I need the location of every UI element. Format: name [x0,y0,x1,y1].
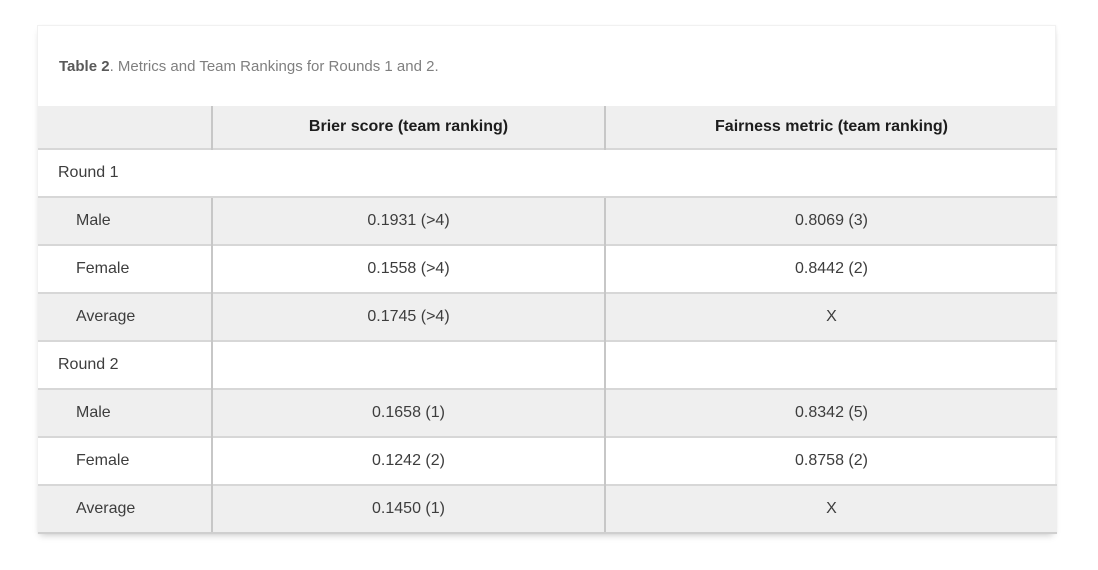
brier-score-cell: 0.1931 (>4) [211,196,605,245]
table-row: Male 0.1931 (>4) 0.8069 (3) [38,196,1057,245]
brier-score-cell: 0.1745 (>4) [211,292,605,341]
header-row: Brier score (team ranking) Fairness metr… [38,106,1057,149]
table-row: Average 0.1745 (>4) X [38,292,1057,341]
table-caption: Table 2. Metrics and Team Rankings for R… [38,26,1055,106]
table-caption-text: . Metrics and Team Rankings for Rounds 1… [109,58,439,75]
fairness-metric-cell: X [604,292,1057,341]
fairness-metric-cell: 0.8758 (2) [604,436,1057,485]
metrics-table: Brier score (team ranking) Fairness metr… [38,106,1057,534]
brier-score-cell: 0.1658 (1) [211,388,605,437]
section-label: Round 2 [38,340,212,389]
row-label: Average [38,484,212,534]
row-label: Male [38,388,212,437]
fairness-metric-cell: 0.8442 (2) [604,244,1057,293]
table-row: Female 0.1242 (2) 0.8758 (2) [38,436,1057,485]
row-label: Female [38,436,212,485]
table-row: Average 0.1450 (1) X [38,484,1057,534]
row-label: Average [38,292,212,341]
table-caption-number: Table 2 [59,58,110,75]
column-header-fairness-metric: Fairness metric (team ranking) [604,106,1057,149]
brier-score-cell: 0.1242 (2) [211,436,605,485]
section-row-round-2: Round 2 [38,340,1057,389]
brier-score-cell: 0.1558 (>4) [211,244,605,293]
row-label: Male [38,196,212,245]
brier-score-cell: 0.1450 (1) [211,484,605,534]
fairness-metric-cell: 0.8342 (5) [604,388,1057,437]
fairness-metric-cell: 0.8069 (3) [604,196,1057,245]
empty-cell [604,340,1057,389]
fairness-metric-cell: X [604,484,1057,534]
table-card: Table 2. Metrics and Team Rankings for R… [37,25,1057,534]
table-row: Female 0.1558 (>4) 0.8442 (2) [38,244,1057,293]
empty-cell [211,340,605,389]
column-header-brier-score: Brier score (team ranking) [211,106,605,149]
column-header-empty [38,106,212,149]
table-row: Male 0.1658 (1) 0.8342 (5) [38,388,1057,437]
row-label: Female [38,244,212,293]
section-row-round-1: Round 1 [38,148,1057,197]
section-label: Round 1 [38,148,1057,197]
